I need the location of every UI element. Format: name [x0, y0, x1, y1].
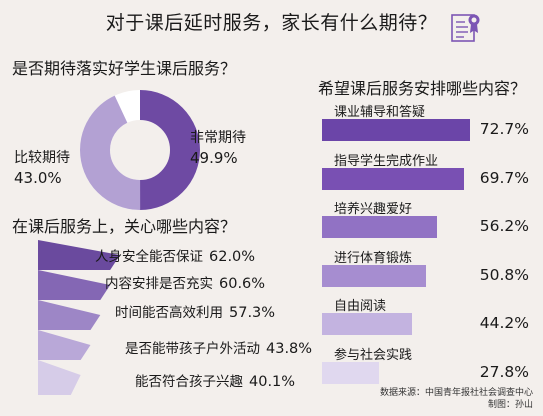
- data-source: 数据来源：中国青年报社社会调查中心: [379, 388, 533, 398]
- funnel-label-4: 是否能带孩子户外活动 43.8%: [125, 337, 312, 357]
- bar-category-3: 培养兴趣爱好: [334, 202, 413, 217]
- funnel-value-4: 43.8%: [266, 341, 313, 357]
- bar-6: [322, 361, 379, 384]
- funnel-value-1: 62.0%: [209, 249, 256, 265]
- footer-source: 数据来源：中国青年报社社会调查中心 制图：孙山: [380, 387, 533, 411]
- bar-value-5: 44.2%: [479, 314, 529, 332]
- bar-value-2: 69.7%: [479, 168, 529, 187]
- funnel-chart-title: 在课后服务上，关心哪些内容？: [12, 217, 237, 236]
- bar-4: [322, 264, 426, 287]
- bar-category-2: 指导学生完成作业: [334, 153, 439, 169]
- funnel-category-5: 能否符合孩子兴趣: [135, 374, 243, 390]
- slice-value-fairly: 43.0%: [14, 169, 62, 187]
- donut-slice-2: [80, 90, 200, 210]
- bar-category-5: 自由阅读: [334, 299, 387, 314]
- page-title: 对于课后延时服务，家长有什么期待？: [105, 12, 438, 34]
- funnel-value-2: 60.6%: [219, 276, 266, 292]
- bar-1: [322, 119, 471, 141]
- funnel-value-5: 40.1%: [249, 374, 296, 390]
- slice-label-very: 非常期待 49.9%: [190, 128, 246, 168]
- funnel-segment-3: [38, 300, 101, 330]
- bar-value-6: 27.8%: [479, 362, 529, 381]
- funnel-segment-5: [38, 360, 81, 395]
- funnel-category-1: 人身安全能否保证: [95, 249, 203, 265]
- bar-category-6: 参与社会实践: [334, 347, 413, 363]
- slice-label-fairly: 比较期待 43.0%: [14, 148, 70, 188]
- bar-value-1: 72.7%: [479, 120, 529, 138]
- funnel-label-3: 时间能否高效利用 57.3%: [115, 301, 275, 321]
- funnel-category-2: 内容安排是否充实: [105, 276, 213, 292]
- donut-slice-1: [80, 90, 200, 210]
- funnel-label-2: 内容安排是否充实 60.6%: [105, 272, 265, 292]
- slice-category-very: 非常期待: [190, 130, 246, 146]
- funnel-segment-1: [38, 240, 120, 270]
- donut-chart: [80, 90, 200, 210]
- funnel-segment-2: [38, 270, 111, 300]
- slice-value-very: 49.9%: [190, 149, 238, 167]
- funnel-chart: [38, 240, 120, 395]
- document-checklist-icon: [451, 14, 480, 42]
- bar-chart-title: 希望课后服务安排哪些内容？: [318, 79, 527, 98]
- funnel-category-4: 是否能带孩子户外活动: [125, 341, 260, 357]
- funnel-label-5: 能否符合孩子兴趣 40.1%: [135, 370, 295, 390]
- chart-credit: 制图：孙山: [487, 400, 533, 410]
- bar-value-4: 50.8%: [479, 265, 529, 284]
- bar-2: [322, 167, 465, 190]
- bar-5: [322, 313, 413, 335]
- funnel-label-1: 人身安全能否保证 62.0%: [95, 245, 255, 265]
- funnel-segment-4: [38, 330, 91, 360]
- donut-chart-title: 是否期待落实好学生课后服务？: [12, 59, 237, 78]
- bar-value-3: 56.2%: [479, 217, 529, 235]
- funnel-category-3: 时间能否高效利用: [115, 305, 223, 321]
- slice-category-fairly: 比较期待: [14, 150, 70, 166]
- bar-category-1: 课业辅导和答疑: [334, 105, 426, 120]
- bar-3: [322, 216, 437, 238]
- funnel-value-3: 57.3%: [229, 305, 276, 321]
- bar-category-4: 进行体育锻炼: [334, 250, 413, 266]
